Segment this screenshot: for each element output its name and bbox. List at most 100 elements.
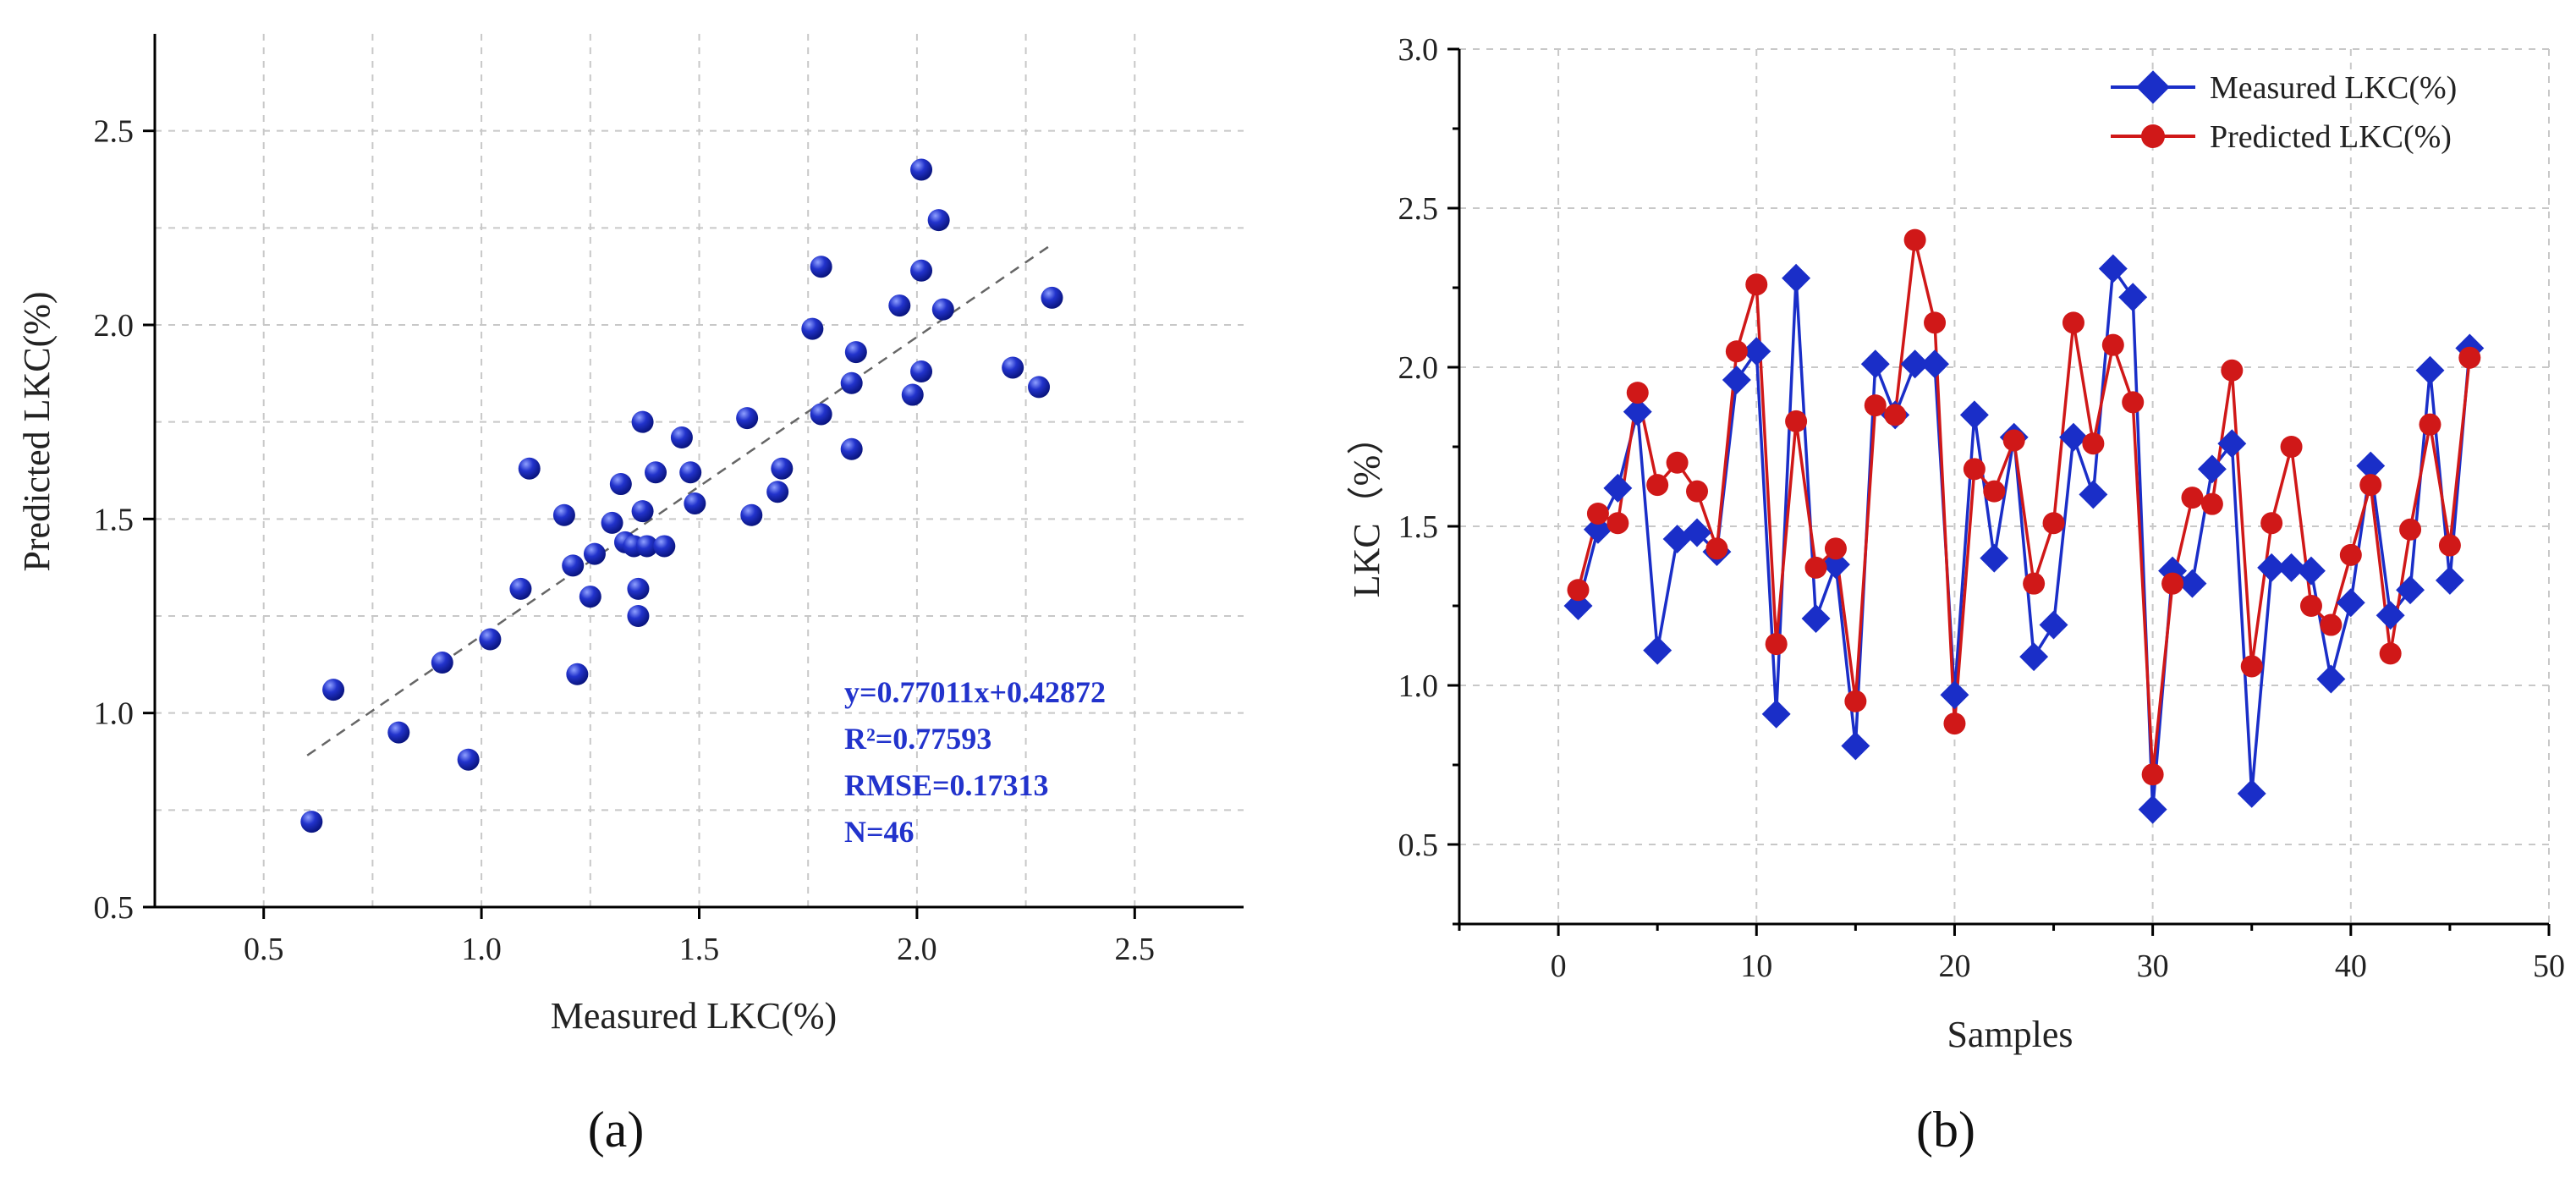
x-tick-label: 1.5	[679, 932, 720, 967]
marker-predicted	[2161, 572, 2184, 595]
marker-predicted	[1804, 556, 1827, 579]
y-tick-label: 2.5	[94, 114, 135, 150]
panel-b-tick-labels: 0 10 20 30 40 50 0.5 1.0 1.5 2.0 2.5 3.0	[1398, 32, 2566, 984]
marker-predicted	[2002, 429, 2025, 452]
scatter-point	[810, 403, 832, 426]
marker-measured	[1583, 514, 1612, 544]
panel-b-axes	[1447, 47, 2551, 936]
marker-measured	[2415, 355, 2445, 385]
scatter-point	[509, 577, 532, 600]
marker-predicted	[2299, 595, 2322, 617]
marker-predicted	[2221, 359, 2244, 382]
marker-predicted	[2419, 413, 2441, 436]
marker-predicted	[1745, 273, 1768, 296]
scatter-point	[736, 407, 759, 430]
marker-predicted	[2141, 763, 2164, 786]
marker-predicted	[2062, 311, 2084, 334]
scatter-point	[888, 294, 911, 317]
marker-measured	[1761, 699, 1791, 729]
marker-predicted	[1626, 382, 1649, 404]
marker-predicted	[1844, 690, 1867, 712]
y-tick-label: 3.0	[1398, 32, 1439, 68]
legend-measured-marker	[2136, 70, 2170, 104]
y-tick-label: 1.5	[1398, 509, 1439, 545]
regression-line	[306, 243, 1053, 756]
panel-a-points	[300, 158, 1063, 833]
scatter-point	[631, 410, 654, 433]
stat-equation: y=0.77011x+0.42872	[844, 675, 1106, 709]
marker-predicted	[2082, 432, 2105, 455]
marker-measured	[1643, 635, 1672, 665]
marker-predicted	[1943, 712, 1966, 735]
x-tick-label: 0.5	[244, 932, 284, 967]
marker-measured	[1603, 473, 1633, 503]
scatter-point	[431, 652, 453, 674]
marker-measured	[1722, 366, 1751, 395]
scatter-point	[931, 298, 954, 321]
marker-predicted	[1686, 480, 1709, 503]
marker-predicted	[2379, 642, 2402, 665]
x-tick-label: 0	[1551, 949, 1567, 984]
y-tick-label: 1.5	[94, 502, 135, 537]
marker-measured	[2237, 778, 2266, 808]
scatter-point	[1041, 286, 1063, 309]
scatter-point	[562, 554, 585, 577]
scatter-point	[684, 492, 706, 514]
scatter-point	[1002, 356, 1024, 379]
scatter-point	[552, 503, 575, 526]
y-tick-label: 0.5	[94, 890, 135, 926]
x-tick-label: 40	[2335, 949, 2367, 984]
scatter-point	[910, 259, 933, 282]
marker-measured	[2197, 454, 2227, 484]
marker-measured	[2316, 664, 2346, 694]
marker-predicted	[1725, 340, 1748, 363]
marker-measured	[1782, 263, 1811, 293]
marker-predicted	[2042, 512, 2065, 535]
marker-measured	[1860, 349, 1890, 379]
scatter-point	[840, 437, 863, 460]
marker-measured	[1563, 591, 1593, 620]
scatter-point	[844, 341, 867, 364]
scatter-point	[927, 209, 950, 232]
marker-predicted	[1705, 537, 1728, 560]
scatter-point	[627, 577, 650, 600]
scatter-point	[566, 663, 589, 685]
marker-measured	[2039, 610, 2068, 640]
marker-predicted	[1586, 502, 1609, 525]
scatter-point	[609, 473, 632, 496]
marker-measured	[1959, 400, 1989, 430]
scatter-point	[583, 542, 606, 565]
y-tick-label: 0.5	[1398, 828, 1439, 863]
marker-measured	[1623, 397, 1652, 426]
legend-predicted-marker	[2141, 124, 2165, 148]
marker-predicted	[2339, 543, 2362, 566]
scatter-point	[1028, 376, 1051, 399]
panel-b: 0 10 20 30 40 50 0.5 1.0 1.5 2.0 2.5 3.0 LKC（%） Sam…	[1346, 32, 2565, 1158]
marker-predicted	[2023, 572, 2046, 595]
scatter-point	[387, 721, 410, 744]
x-tick-label: 2.0	[897, 932, 937, 967]
marker-predicted	[2181, 487, 2204, 509]
marker-predicted	[1884, 404, 1907, 426]
scatter-point	[322, 679, 345, 701]
panel-a-gridlines	[155, 34, 1244, 907]
marker-predicted	[1983, 480, 2006, 503]
panel-a-tick-labels: 0.5 1.0 1.5 2.0 2.5 0.5 1.0 1.5 2.0 2.5	[94, 114, 1156, 967]
scatter-point	[300, 811, 323, 833]
scatter-point	[635, 535, 658, 558]
marker-measured	[1980, 543, 2009, 573]
marker-measured	[2098, 254, 2128, 283]
scatter-point	[840, 371, 863, 394]
scatter-point	[645, 461, 667, 484]
y-tick-label: 2.0	[94, 308, 135, 344]
marker-measured	[2118, 283, 2148, 312]
marker-predicted	[2280, 436, 2303, 458]
scatter-point	[910, 360, 933, 383]
x-tick-label: 50	[2533, 949, 2565, 984]
scatter-point	[479, 628, 502, 651]
marker-predicted	[1903, 228, 1926, 251]
marker-predicted	[1646, 474, 1669, 497]
y-tick-label: 1.0	[1398, 668, 1439, 704]
marker-predicted	[1924, 311, 1947, 334]
